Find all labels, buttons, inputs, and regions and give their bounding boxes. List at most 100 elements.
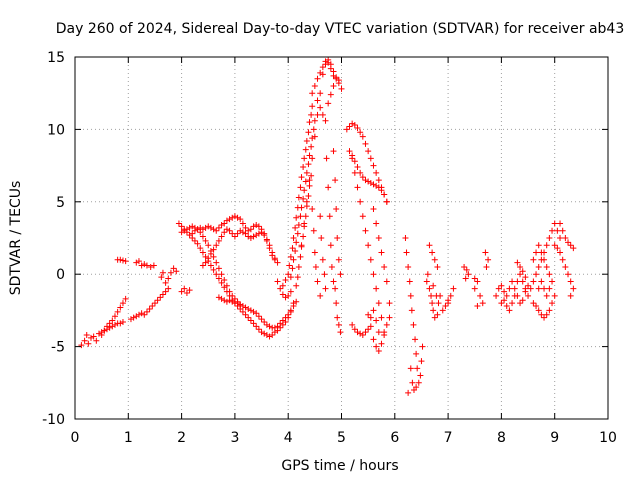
data-point [326,213,333,220]
data-point [549,278,556,285]
data-point [317,213,324,220]
data-point [362,140,369,147]
data-point [378,314,385,321]
data-point [354,329,361,336]
data-point [445,297,452,304]
data-point [525,282,532,289]
data-point [535,263,542,270]
data-point [282,294,289,301]
data-point [146,305,153,312]
data-point [186,232,193,239]
data-point [332,177,339,184]
data-point [412,336,419,343]
data-point [365,311,372,318]
data-point [271,324,278,331]
data-point [314,75,321,82]
data-point [143,308,150,315]
x-tick-label: 5 [337,430,346,446]
data-point [285,292,292,299]
data-point [383,278,390,285]
data-point [229,292,236,299]
data-point [229,214,236,221]
data-point [408,307,415,314]
data-point [234,300,241,307]
data-point [191,227,198,234]
data-point [202,237,209,244]
data-point [479,300,486,307]
data-point [319,256,326,263]
data-point [218,279,225,286]
data-point [311,117,318,124]
data-point [517,271,524,278]
data-point [309,103,316,110]
data-point [213,259,220,266]
data-point [181,227,188,234]
x-tick-label: 0 [71,430,80,446]
data-point [250,320,257,327]
data-point [474,303,481,310]
data-point [213,242,220,249]
data-point [218,233,225,240]
data-point [409,379,416,386]
data-point [210,266,217,273]
data-point [367,256,374,263]
data-point [557,249,564,256]
data-point [266,323,273,330]
data-point [154,297,161,304]
data-point [122,295,129,302]
data-point [407,365,414,372]
data-point [551,220,558,227]
data-point [546,235,553,241]
data-point [298,242,305,249]
data-point [226,227,233,234]
data-point [328,263,335,270]
data-point [538,278,545,285]
data-point [239,303,246,310]
data-point [333,300,340,307]
data-point [253,310,260,317]
data-point [367,179,374,186]
data-point [559,256,566,263]
data-point [119,300,126,307]
data-point [435,300,442,307]
chart-title: Day 260 of 2024, Sidereal Day-to-day VTE… [56,21,625,37]
data-point [294,274,301,281]
data-point [503,292,510,299]
data-point [306,177,313,184]
data-point [349,120,356,127]
x-tick-labels: 0 1 2 3 4 5 6 7 8 9 10 [71,430,617,446]
data-point [359,174,366,181]
x-tick-label: 2 [177,430,186,446]
data-point [210,246,217,253]
data-point [463,266,470,273]
data-point [197,224,204,231]
data-point [543,292,550,299]
data-point [567,292,574,299]
data-point [287,274,294,281]
data-point [229,230,236,237]
data-point [269,332,276,339]
data-point [375,235,382,241]
data-point [287,253,294,260]
data-point [205,223,212,230]
x-tick-label: 3 [230,430,239,446]
data-point [498,300,505,307]
data-point [419,343,426,350]
data-point [474,278,481,285]
data-point [362,227,369,234]
data-point [109,323,116,330]
data-point [386,314,393,321]
data-point [354,184,361,191]
data-point [237,216,244,223]
data-point [429,300,436,307]
data-point [417,372,424,379]
data-point [434,311,441,318]
data-point [354,164,361,171]
data-point [215,237,222,244]
x-axis-label: GPS time / hours [281,458,398,474]
data-point [293,214,300,221]
data-point [338,85,345,92]
data-point [138,310,145,317]
data-point [308,172,315,179]
